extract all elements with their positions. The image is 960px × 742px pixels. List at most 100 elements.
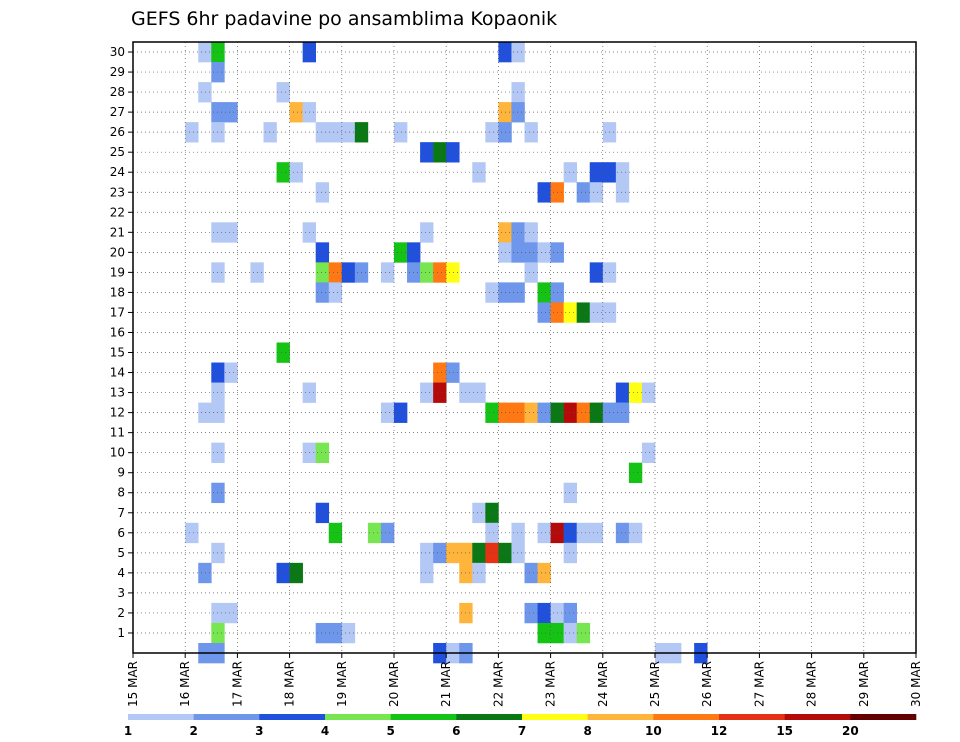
heatmap-cell [315, 122, 330, 143]
heatmap-cell [420, 562, 434, 584]
x-tick-label: 17 MAR [230, 661, 244, 707]
y-tick-label: 8 [117, 486, 125, 500]
heatmap-cell [472, 562, 486, 584]
heatmap-cell [563, 162, 577, 183]
heatmap-cell [185, 522, 199, 544]
y-tick-label: 3 [117, 586, 125, 600]
heatmap-cell [485, 542, 499, 564]
heatmap-cell [537, 182, 551, 203]
y-tick-label: 22 [110, 205, 125, 219]
heatmap-cell [589, 522, 604, 544]
heatmap-cell [511, 522, 525, 544]
heatmap-cells [185, 42, 708, 664]
heatmap-cell [315, 182, 330, 203]
colorbar-segment [390, 714, 457, 720]
heatmap-cell [198, 42, 212, 63]
x-tick-label: 23 MAR [544, 661, 558, 707]
y-tick-label: 11 [110, 426, 125, 440]
heatmap-cell [433, 262, 447, 283]
y-tick-label: 18 [110, 285, 125, 299]
chart-title: GEFS 6hr padavine po ansamblima Kopaonik [131, 8, 557, 30]
heatmap-cell [289, 562, 303, 584]
heatmap-cell [341, 622, 356, 644]
colorbar-tick-label: 8 [583, 724, 591, 738]
heatmap-cell [472, 382, 486, 403]
heatmap-cell [472, 542, 486, 564]
colorbar-tick-label: 12 [711, 724, 728, 738]
heatmap-cell [485, 522, 499, 544]
colorbar-tick-label: 7 [518, 724, 526, 738]
heatmap-cell [367, 522, 382, 544]
x-tick-label: 16 MAR [178, 661, 192, 707]
heatmap-cell [511, 402, 525, 423]
heatmap-cell [563, 302, 577, 323]
heatmap-cell [276, 342, 290, 363]
heatmap-cell [628, 522, 643, 544]
heatmap-cell [524, 402, 538, 423]
heatmap-cell [563, 622, 577, 644]
heatmap-cell [433, 382, 447, 403]
heatmap-cell [394, 122, 408, 143]
heatmap-cell [341, 122, 356, 143]
heatmap-cell [446, 362, 460, 383]
heatmap-cell [446, 542, 460, 564]
y-tick-label: 29 [110, 65, 125, 79]
heatmap-cell [446, 142, 460, 163]
x-tick-label: 24 MAR [596, 661, 610, 707]
heatmap-cell [641, 382, 656, 403]
heatmap-cell [537, 522, 551, 544]
heatmap-cell [537, 562, 551, 584]
heatmap-cell [328, 522, 343, 544]
x-tick-label: 20 MAR [387, 661, 401, 707]
heatmap-cell [328, 122, 343, 143]
y-tick-label: 25 [110, 145, 125, 159]
y-tick-label: 28 [110, 85, 125, 99]
colorbar-tick-label: 2 [189, 724, 197, 738]
heatmap-cell [628, 462, 643, 484]
x-tick-label: 15 MAR [126, 661, 140, 707]
colorbar-segment [128, 714, 194, 720]
heatmap-cell [328, 262, 343, 283]
heatmap-cell [485, 282, 499, 303]
heatmap-cell [263, 122, 277, 143]
heatmap-cell [511, 222, 525, 243]
heatmap-cell [576, 402, 591, 423]
heatmap-cell [537, 402, 551, 423]
heatmap-cell [485, 122, 499, 143]
heatmap-cell [511, 542, 525, 564]
heatmap-cell [289, 162, 303, 183]
heatmap-cell [511, 82, 525, 103]
heatmap-cell [315, 262, 330, 283]
y-tick-label: 4 [117, 566, 125, 580]
heatmap-cell [537, 622, 551, 644]
heatmap-cell [511, 102, 525, 123]
heatmap-cell [185, 122, 199, 143]
heatmap-cell [563, 522, 577, 544]
heatmap-cell [589, 162, 604, 183]
x-tick-label: 21 MAR [439, 661, 453, 707]
heatmap-cell [641, 442, 656, 463]
heatmap-cell [524, 602, 538, 624]
heatmap-cell [485, 402, 499, 423]
heatmap-cell [289, 102, 303, 123]
heatmap-cell [537, 602, 551, 624]
heatmap-cell [380, 402, 395, 423]
colorbar-segment [522, 714, 588, 720]
heatmap-cell [615, 402, 630, 423]
y-tick-label: 17 [110, 305, 125, 319]
colorbar-segment [653, 714, 720, 720]
y-tick-label: 26 [110, 125, 125, 139]
y-tick-label: 10 [110, 446, 125, 460]
heatmap-cell [380, 262, 395, 283]
heatmap-cell [224, 222, 238, 243]
heatmap-cell [576, 302, 591, 323]
colorbar-tick-label: 5 [386, 724, 394, 738]
y-tick-label: 24 [110, 165, 125, 179]
heatmap-cell [276, 562, 290, 584]
heatmap-cell [315, 622, 330, 644]
y-tick-label: 23 [110, 185, 125, 199]
y-tick-label: 6 [117, 526, 125, 540]
y-tick-label: 2 [117, 606, 125, 620]
heatmap-cell [341, 262, 356, 283]
heatmap-cell [420, 382, 434, 403]
